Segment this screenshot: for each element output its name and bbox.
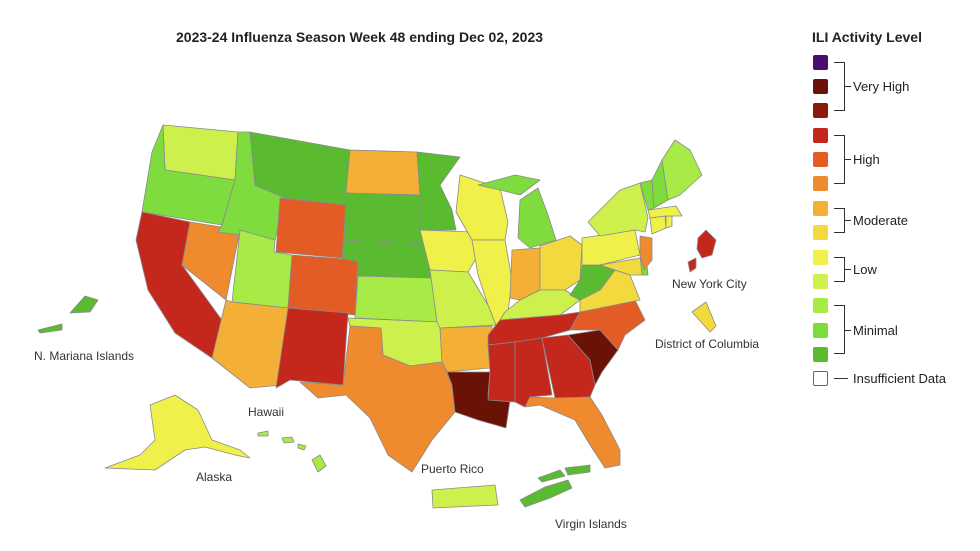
region-virgin-islands[interactable] [519,464,591,508]
region-new-jersey[interactable] [639,235,653,271]
legend-title: ILI Activity Level [812,29,922,45]
map-title: 2023-24 Influenza Season Week 48 ending … [176,29,544,45]
legend-label-high: High [853,152,880,167]
bracket-minimal [834,305,845,354]
region-rhode-island[interactable] [665,215,673,229]
legend-swatch-4 [813,128,828,143]
bracket-tick-very-high [845,86,851,87]
region-mississippi[interactable] [487,341,516,403]
region-texas[interactable] [299,325,456,473]
bracket-tick-minimal [845,330,851,331]
label-virgin-islands: Virgin Islands [555,517,627,531]
bracket-very-high [834,62,845,111]
region-north-dakota[interactable] [345,149,421,196]
legend-label-moderate: Moderate [853,213,908,228]
bracket-tick-low [845,269,851,270]
region-colorado[interactable] [287,254,359,316]
legend-label-low: Low [853,262,877,277]
region-arizona[interactable] [211,299,289,389]
region-hawaii-islands[interactable] [257,430,307,451]
region-puerto-rico[interactable] [431,484,499,509]
region-iowa[interactable] [419,229,479,273]
legend-label-minimal: Minimal [853,323,898,338]
legend-swatch-insufficient [813,371,828,386]
region-new-mexico[interactable] [275,307,349,389]
label-puerto-rico: Puerto Rico [421,462,484,476]
region-ohio[interactable] [539,235,583,291]
legend-swatch-11 [813,298,828,313]
region-maine[interactable] [661,139,703,201]
legend-swatch-10 [813,274,828,289]
region-alaska[interactable] [104,394,251,471]
legend-swatch-1 [813,55,828,70]
bracket-low [834,257,845,282]
bracket-moderate [834,208,845,233]
region-minnesota[interactable] [416,151,461,231]
legend-swatch-5 [813,152,828,167]
bracket-tick-high [845,159,851,160]
legend-label-very-high: Very High [853,79,910,94]
region-arkansas[interactable] [439,325,493,373]
region-district-of-columbia[interactable] [691,301,717,333]
legend-swatch-13 [813,347,828,362]
region-florida[interactable] [524,396,621,469]
legend-label-insufficient: Insufficient Data [853,371,946,386]
legend-swatch-9 [813,250,828,265]
region-new-york-city[interactable] [687,229,717,273]
region-connecticut[interactable] [649,215,667,235]
region-kansas[interactable] [354,275,438,323]
region-south-dakota[interactable] [343,192,425,246]
region-hawaii[interactable] [311,454,327,473]
region-n-mariana-islands[interactable] [37,295,99,334]
legend-swatch-3 [813,103,828,118]
legend-swatch-2 [813,79,828,94]
legend-swatch-8 [813,225,828,240]
region-maryland[interactable] [599,257,646,276]
region-michigan-up[interactable] [477,174,541,196]
label-district-of-columbia: District of Columbia [655,337,759,351]
bracket-high [834,135,845,184]
legend-swatch-12 [813,323,828,338]
insufficient-connector [834,378,848,379]
bracket-tick-moderate [845,220,851,221]
region-michigan[interactable] [517,187,557,249]
region-massachusetts[interactable] [647,205,683,219]
label-hawaii: Hawaii [248,405,284,419]
label-alaska: Alaska [196,470,232,484]
legend-swatch-6 [813,176,828,191]
legend-swatch-7 [813,201,828,216]
region-wyoming[interactable] [275,197,347,259]
region-new-york[interactable] [587,182,649,237]
label-new-york-city: New York City [672,277,747,291]
label-n-mariana-islands: N. Mariana Islands [34,349,134,363]
